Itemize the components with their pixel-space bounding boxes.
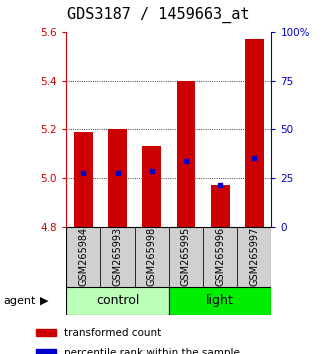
Bar: [176, 80, 195, 227]
Bar: [66, 227, 100, 287]
Text: agent: agent: [3, 296, 36, 306]
Bar: [108, 129, 127, 227]
Text: transformed count: transformed count: [64, 327, 161, 338]
Bar: [211, 185, 229, 227]
Bar: [169, 227, 203, 287]
Bar: [169, 287, 271, 315]
Text: percentile rank within the sample: percentile rank within the sample: [64, 348, 240, 354]
Text: GDS3187 / 1459663_at: GDS3187 / 1459663_at: [67, 7, 250, 23]
Bar: [245, 39, 264, 227]
Bar: [36, 349, 56, 354]
Bar: [100, 227, 135, 287]
Bar: [142, 146, 161, 227]
Bar: [135, 227, 169, 287]
Text: light: light: [206, 295, 234, 307]
Bar: [36, 329, 56, 336]
Text: ▶: ▶: [40, 296, 49, 306]
Bar: [74, 132, 93, 227]
Text: GSM265997: GSM265997: [249, 227, 259, 286]
Text: GSM265984: GSM265984: [78, 227, 88, 286]
Bar: [203, 227, 237, 287]
Text: GSM265998: GSM265998: [147, 227, 157, 286]
Text: control: control: [96, 295, 139, 307]
Text: GSM265996: GSM265996: [215, 227, 225, 286]
Text: GSM265993: GSM265993: [113, 227, 122, 286]
Bar: [237, 227, 271, 287]
Text: GSM265995: GSM265995: [181, 227, 191, 286]
Bar: [66, 287, 169, 315]
